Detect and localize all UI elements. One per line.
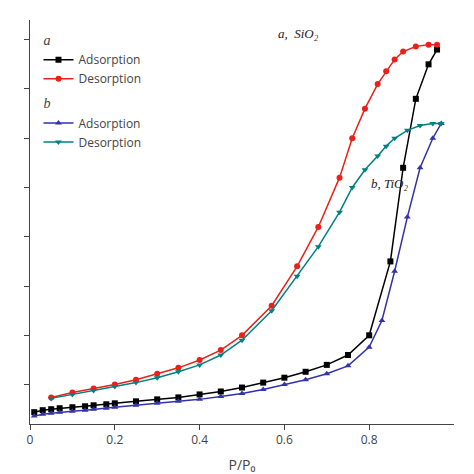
svg-text:0: 0 <box>27 431 34 448</box>
svg-text:b, TiO₂: b, TiO₂ <box>371 176 409 191</box>
svg-text:P/P₀: P/P₀ <box>229 455 256 474</box>
svg-text:Desorption: Desorption <box>78 134 141 151</box>
svg-text:0.4: 0.4 <box>191 431 208 448</box>
svg-text:Adsorption: Adsorption <box>78 115 140 132</box>
svg-text:0.2: 0.2 <box>106 431 123 448</box>
svg-text:Desorption: Desorption <box>78 70 141 87</box>
svg-text:b: b <box>43 96 50 111</box>
svg-text:0.8: 0.8 <box>361 431 378 448</box>
svg-text:a: a <box>43 33 50 48</box>
svg-text:Adsorption: Adsorption <box>78 51 140 68</box>
svg-text:0.6: 0.6 <box>276 431 293 448</box>
svg-text:a, SiO₂: a, SiO₂ <box>278 26 319 41</box>
